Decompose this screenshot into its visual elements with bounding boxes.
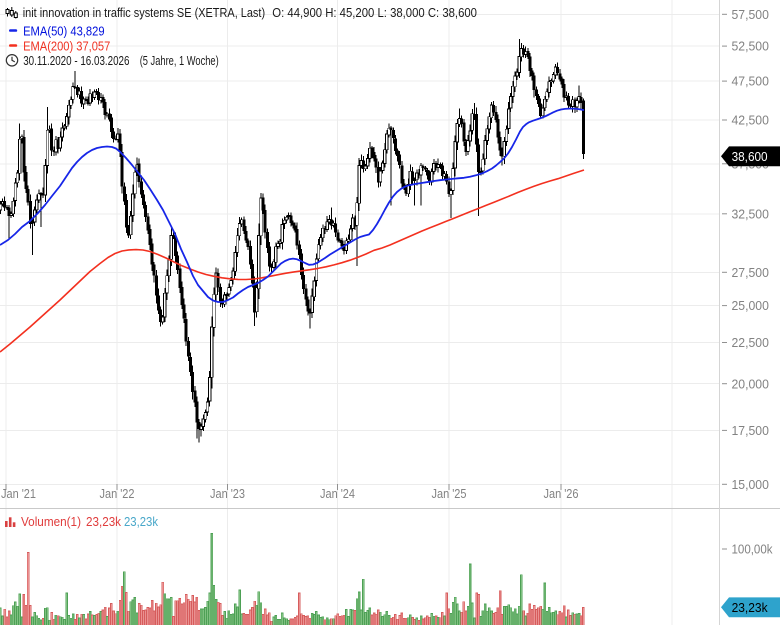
svg-text:init innovation in traffic sys: init innovation in traffic systems SE (X… <box>23 6 265 20</box>
svg-text:Jan '22: Jan '22 <box>100 487 135 501</box>
svg-text:22,500: 22,500 <box>732 336 769 350</box>
svg-text:32,500: 32,500 <box>732 207 769 221</box>
svg-text:20,000: 20,000 <box>732 377 769 391</box>
svg-text:38,600: 38,600 <box>732 150 768 164</box>
svg-text:30.11.2020 - 16.03.2026: 30.11.2020 - 16.03.2026 <box>23 54 129 68</box>
svg-text:EMA(200) 37,057: EMA(200) 37,057 <box>23 39 110 53</box>
svg-text:15,000: 15,000 <box>732 478 769 492</box>
svg-text:Jan '25: Jan '25 <box>432 487 467 501</box>
svg-text:23,23k: 23,23k <box>732 601 769 615</box>
svg-text:27,500: 27,500 <box>732 266 769 280</box>
svg-text:Jan '23: Jan '23 <box>210 487 245 501</box>
svg-text:O: 44,900 H: 45,200 L: 38,00: O: 44,900 H: 45,200 L: 38,000 C: 38,600 <box>272 6 477 20</box>
svg-text:23,23k: 23,23k <box>86 515 122 529</box>
svg-text:47,500: 47,500 <box>732 75 769 89</box>
svg-text:100,00k: 100,00k <box>732 543 774 557</box>
svg-text:42,500: 42,500 <box>732 114 769 128</box>
svg-text:EMA(50) 43,829: EMA(50) 43,829 <box>23 25 105 39</box>
svg-text:25,000: 25,000 <box>732 299 769 313</box>
svg-text:Jan '24: Jan '24 <box>320 487 355 501</box>
svg-text:17,500: 17,500 <box>732 424 769 438</box>
svg-text:Jan '21: Jan '21 <box>1 487 36 501</box>
svg-text:Volumen(1): Volumen(1) <box>21 515 81 529</box>
svg-text:57,500: 57,500 <box>732 8 769 22</box>
svg-text:23,23k: 23,23k <box>124 515 159 529</box>
svg-text:52,500: 52,500 <box>732 40 769 54</box>
svg-text:Jan '26: Jan '26 <box>544 487 579 501</box>
svg-text:(5 Jahre, 1 Woche): (5 Jahre, 1 Woche) <box>140 54 219 68</box>
